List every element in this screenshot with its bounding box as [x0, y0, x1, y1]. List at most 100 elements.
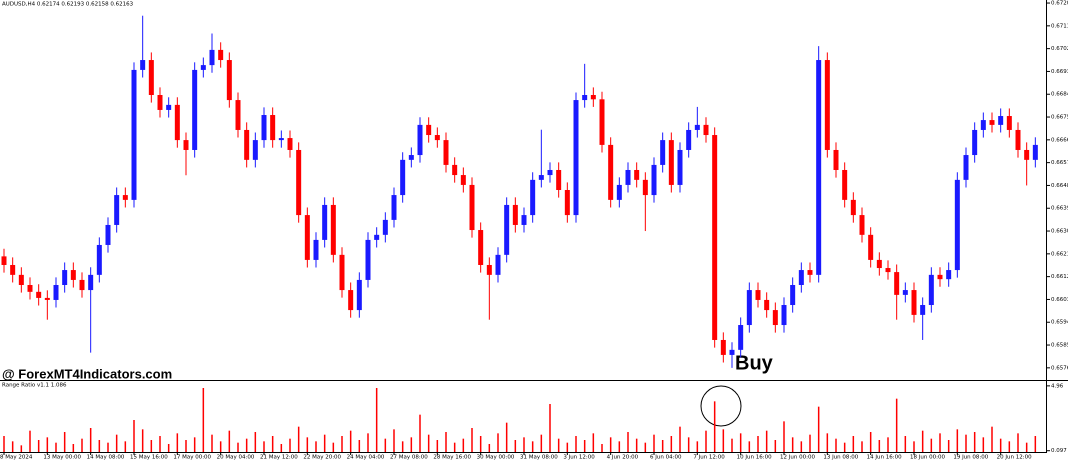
- candle-body: [625, 169, 631, 185]
- x-tick-label: 13 Jun 08:00: [823, 455, 858, 460]
- candle-body: [365, 239, 371, 280]
- candle-body: [218, 49, 224, 61]
- indicator-bar: [237, 442, 239, 452]
- indicator-bar: [315, 441, 317, 452]
- candle-body: [850, 199, 856, 216]
- indicator-bar: [63, 432, 66, 452]
- candle-body: [590, 95, 596, 100]
- indicator-bar: [453, 442, 456, 452]
- candle-body: [62, 270, 68, 285]
- candle-body: [148, 60, 154, 95]
- candle-body: [226, 60, 232, 101]
- candle-body: [573, 100, 579, 216]
- indicator-bar: [20, 445, 23, 452]
- indicator-bar: [852, 436, 855, 452]
- y-tick-label: 0.66300: [1051, 229, 1068, 235]
- y-tick-label: 0.66930: [1051, 69, 1068, 75]
- indicator-bar: [644, 442, 647, 452]
- candle-body: [946, 270, 952, 280]
- candle-body: [504, 204, 510, 255]
- indicator-bar: [999, 438, 1002, 452]
- candle-body: [807, 270, 813, 275]
- candle-body: [70, 270, 76, 280]
- indicator-bar: [55, 442, 57, 452]
- candle-body: [972, 129, 978, 156]
- candle-body: [720, 339, 726, 355]
- candle-body: [928, 274, 934, 306]
- indicator-bar: [592, 433, 595, 452]
- indicator-bar: [774, 440, 777, 452]
- x-tick-label: 7 Jun 12:00: [693, 455, 725, 460]
- candle-body: [530, 179, 536, 216]
- candle-body: [166, 104, 172, 110]
- indicator-bar: [705, 430, 707, 452]
- x-tick-label: 8 May 2024: [0, 455, 33, 460]
- candle-body: [374, 234, 380, 240]
- candle-body: [313, 239, 319, 260]
- candle-body: [963, 155, 969, 180]
- candle-body: [36, 291, 42, 298]
- indicator-bar: [843, 442, 846, 452]
- indicator-bar: [653, 434, 655, 452]
- candle-body: [599, 99, 605, 145]
- y-tick-label: 4.96: [1051, 383, 1064, 389]
- indicator-bar: [791, 437, 794, 452]
- x-tick-label: 30 May 00:00: [477, 455, 515, 460]
- candle-body: [452, 164, 458, 176]
- candle-body: [582, 95, 588, 101]
- candle-body: [729, 349, 735, 355]
- candle-body: [980, 120, 986, 130]
- indicator-bar: [739, 433, 742, 452]
- indicator-bar: [133, 420, 135, 452]
- indicator-bar: [245, 438, 248, 452]
- y-tick-label: 0.66210: [1051, 251, 1068, 257]
- candle-body: [521, 215, 527, 225]
- candle-body: [989, 120, 995, 125]
- candle-body: [400, 159, 406, 196]
- watermark: @ ForexMT4Indicators.com: [2, 366, 172, 381]
- candle-body: [538, 175, 544, 180]
- candle-body: [634, 169, 640, 180]
- indicator-bar: [11, 441, 14, 452]
- candle-body: [937, 274, 943, 280]
- candle-body: [677, 149, 683, 185]
- candle-body: [330, 204, 336, 255]
- candle-body: [79, 279, 85, 291]
- indicator-bar: [913, 441, 915, 452]
- candle-body: [547, 169, 553, 176]
- candle-body: [885, 268, 891, 273]
- indicator-bar: [947, 440, 950, 452]
- candle-body: [114, 195, 120, 225]
- indicator-bar: [497, 433, 499, 452]
- indicator-bar: [280, 444, 283, 452]
- indicator-bar: [601, 444, 603, 452]
- indicator-bar: [921, 430, 924, 452]
- candle-body: [738, 325, 744, 350]
- candle-body: [712, 135, 718, 340]
- indicator-bar: [939, 433, 941, 452]
- candle-body: [348, 290, 354, 311]
- candle-body: [96, 244, 102, 275]
- x-tick-label: 3 Jun 12:00: [563, 455, 595, 460]
- indicator-bar: [289, 438, 291, 452]
- x-tick-label: 27 May 08:00: [390, 455, 428, 460]
- indicator-bar: [679, 426, 681, 452]
- indicator-bar: [410, 437, 413, 452]
- indicator-bar: [254, 432, 257, 452]
- indicator-bar: [159, 436, 161, 452]
- x-tick-label: 6 Jun 04:00: [650, 455, 682, 460]
- y-tick-label: 0.66030: [1051, 297, 1068, 303]
- candle-body: [1032, 144, 1038, 160]
- indicator-bar: [713, 401, 716, 452]
- candle-body: [798, 270, 804, 285]
- y-tick-label: 0.67200: [1051, 1, 1068, 7]
- indicator-bar: [609, 437, 612, 452]
- candle-body: [642, 179, 648, 196]
- indicator-bar: [427, 434, 430, 452]
- y-tick-label: 0.66120: [1051, 274, 1068, 280]
- indicator-bar: [98, 440, 101, 452]
- x-tick-label: 14 Jun 16:00: [867, 455, 902, 460]
- candle-body: [686, 129, 692, 150]
- indicator-bar: [367, 433, 369, 452]
- candle-body: [382, 219, 388, 235]
